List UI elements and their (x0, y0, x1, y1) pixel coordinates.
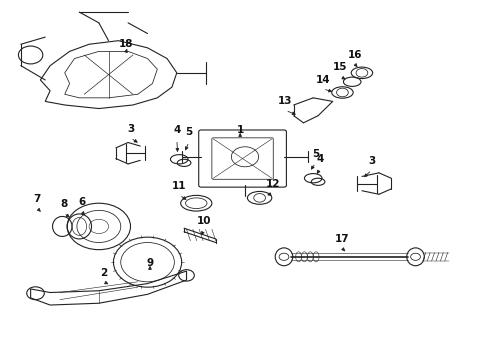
Text: 1: 1 (237, 125, 244, 135)
Text: 9: 9 (147, 258, 153, 268)
Text: 4: 4 (317, 154, 324, 164)
Text: 10: 10 (196, 216, 211, 226)
Text: 5: 5 (185, 127, 193, 138)
Text: 8: 8 (60, 199, 68, 208)
Text: 6: 6 (78, 197, 85, 207)
Text: 7: 7 (33, 194, 41, 203)
Text: 15: 15 (333, 62, 347, 72)
Text: 12: 12 (266, 179, 280, 189)
Text: 17: 17 (335, 234, 350, 244)
Text: 2: 2 (100, 267, 107, 278)
Text: 4: 4 (173, 125, 180, 135)
Text: 13: 13 (278, 96, 293, 106)
Text: 16: 16 (347, 50, 362, 60)
Text: 5: 5 (312, 149, 319, 158)
Text: 11: 11 (172, 181, 187, 191)
Text: 3: 3 (368, 156, 375, 166)
Text: 18: 18 (119, 39, 133, 49)
Text: 3: 3 (127, 123, 134, 134)
Text: 14: 14 (316, 75, 330, 85)
